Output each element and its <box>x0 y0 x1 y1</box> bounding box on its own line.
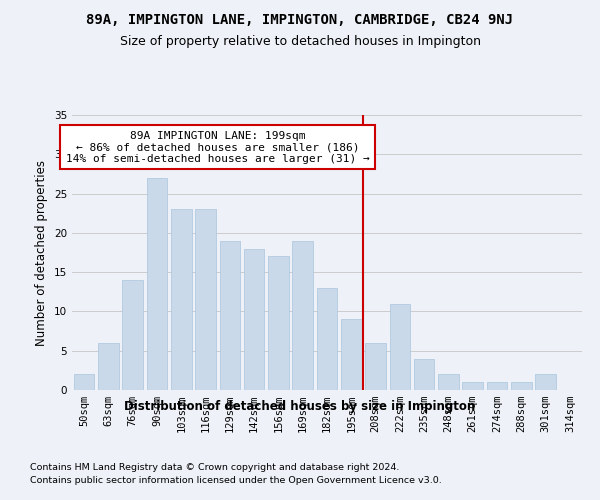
Bar <box>195 210 216 390</box>
Bar <box>438 374 459 390</box>
Bar <box>122 280 143 390</box>
Bar <box>146 178 167 390</box>
Text: Distribution of detached houses by size in Impington: Distribution of detached houses by size … <box>124 400 476 413</box>
Bar <box>365 343 386 390</box>
Bar <box>389 304 410 390</box>
Bar <box>292 240 313 390</box>
Bar <box>268 256 289 390</box>
Bar <box>317 288 337 390</box>
Text: 89A IMPINGTON LANE: 199sqm
← 86% of detached houses are smaller (186)
14% of sem: 89A IMPINGTON LANE: 199sqm ← 86% of deta… <box>66 130 370 164</box>
Y-axis label: Number of detached properties: Number of detached properties <box>35 160 49 346</box>
Text: 89A, IMPINGTON LANE, IMPINGTON, CAMBRIDGE, CB24 9NJ: 89A, IMPINGTON LANE, IMPINGTON, CAMBRIDG… <box>86 12 514 26</box>
Bar <box>171 210 191 390</box>
Text: Size of property relative to detached houses in Impington: Size of property relative to detached ho… <box>119 35 481 48</box>
Text: Contains HM Land Registry data © Crown copyright and database right 2024.: Contains HM Land Registry data © Crown c… <box>30 462 400 471</box>
Bar <box>487 382 508 390</box>
Bar <box>74 374 94 390</box>
Bar <box>220 240 240 390</box>
Bar <box>511 382 532 390</box>
Text: Contains public sector information licensed under the Open Government Licence v3: Contains public sector information licen… <box>30 476 442 485</box>
Bar <box>341 320 362 390</box>
Bar <box>414 358 434 390</box>
Bar <box>535 374 556 390</box>
Bar <box>98 343 119 390</box>
Bar <box>244 248 265 390</box>
Bar <box>463 382 483 390</box>
